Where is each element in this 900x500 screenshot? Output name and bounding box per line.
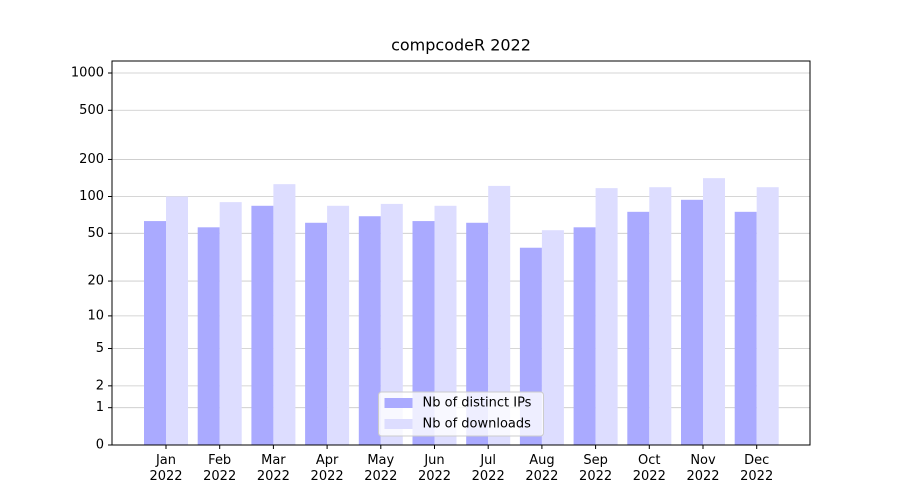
x-tick-label: Jun 2022 — [417, 453, 452, 484]
x-tick-label: Oct 2022 — [632, 453, 666, 484]
bar — [703, 178, 725, 445]
legend: Nb of distinct IPs Nb of downloads — [378, 391, 544, 437]
y-tick-label: 100 — [79, 189, 104, 204]
bar — [273, 184, 296, 445]
x-tick-label: Feb 2022 — [203, 453, 237, 484]
bar — [681, 199, 703, 445]
plot-frame — [111, 60, 811, 446]
y-tick-label: 500 — [79, 103, 104, 118]
bar — [412, 221, 435, 445]
x-tick-label: Jul 2022 — [471, 453, 505, 484]
y-tick-label: 50 — [87, 226, 104, 241]
legend-swatch — [384, 398, 413, 408]
y-tick-label: 20 — [87, 274, 104, 289]
x-tick-label: Sep 2022 — [579, 453, 613, 484]
x-tick-label: Aug 2022 — [525, 453, 559, 484]
y-tick-label: 1 — [96, 400, 104, 415]
bar — [251, 205, 274, 445]
bar — [219, 202, 242, 445]
y-tick-label: 2 — [96, 378, 104, 393]
legend-box — [378, 391, 544, 437]
x-tick-label: Jan 2022 — [149, 453, 183, 484]
bar — [466, 222, 489, 445]
y-tick-label: 200 — [79, 152, 104, 167]
bar — [541, 230, 564, 445]
legend-label: Nb of downloads — [423, 417, 532, 432]
bar — [144, 221, 166, 445]
x-tick-label: Mar 2022 — [256, 453, 290, 484]
bar — [380, 203, 403, 445]
y-tick-label: 5 — [96, 341, 104, 356]
x-tick-label: Dec 2022 — [740, 453, 774, 484]
legend-label: Nb of distinct IPs — [423, 396, 532, 411]
bar — [573, 227, 596, 445]
legend-swatch — [384, 419, 413, 429]
y-tick-label: 1000 — [71, 66, 104, 81]
y-tick-label: 0 — [96, 438, 104, 453]
bar — [434, 205, 457, 445]
bar — [305, 222, 328, 445]
bar — [327, 205, 350, 445]
bar — [358, 216, 381, 445]
chart-title: compcodeR 2022 — [391, 36, 531, 55]
bar — [197, 227, 220, 445]
x-tick-label: Nov 2022 — [686, 453, 720, 484]
bar — [649, 187, 672, 445]
x-tick-label: Apr 2022 — [310, 453, 344, 484]
bar — [734, 211, 757, 445]
bar — [627, 211, 650, 445]
bar — [756, 187, 779, 445]
bar — [595, 188, 618, 445]
x-tick-label: May 2022 — [364, 453, 398, 484]
bar — [488, 185, 511, 445]
bar — [166, 196, 188, 445]
y-tick-label: 10 — [87, 308, 104, 323]
